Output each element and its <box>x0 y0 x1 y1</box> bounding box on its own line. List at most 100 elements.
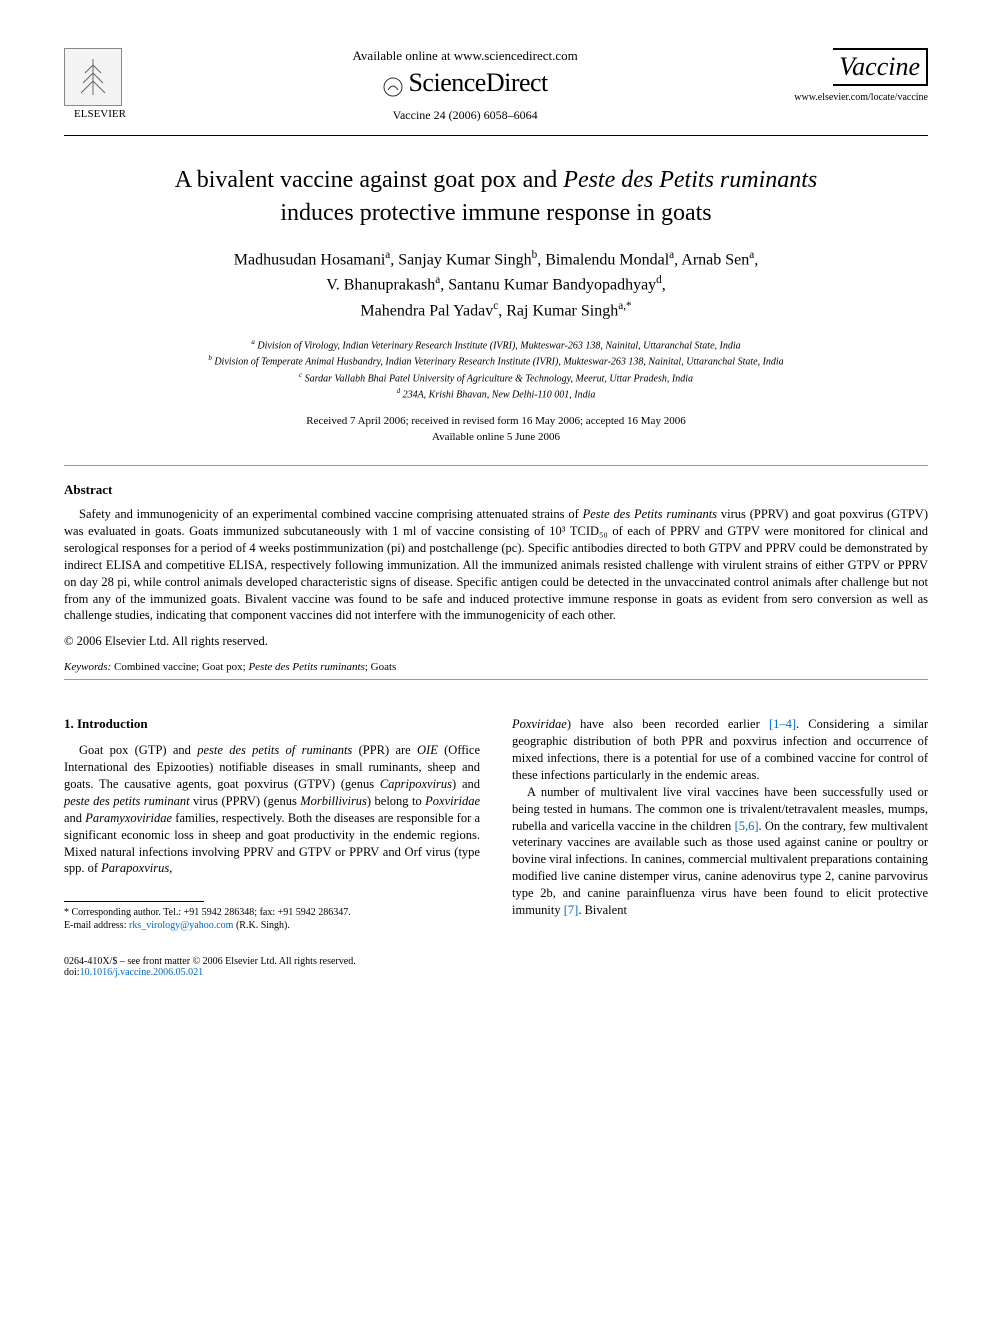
author-7: Mahendra Pal Yadav <box>360 302 493 319</box>
author-2-affil: b <box>532 249 538 261</box>
author-8: Raj Kumar Singh <box>506 302 618 319</box>
page-header: ELSEVIER Available online at www.science… <box>64 48 928 123</box>
doi-link[interactable]: 10.1016/j.vaccine.2006.05.021 <box>80 967 204 978</box>
available-online-text: Available online at www.sciencedirect.co… <box>136 48 794 64</box>
p1-t1: Goat pox (GTP) and <box>79 743 197 757</box>
header-center: Available online at www.sciencedirect.co… <box>136 48 794 123</box>
abstract-t1: Safety and immunogenicity of an experime… <box>79 507 583 521</box>
received-date: Received 7 April 2006; received in revis… <box>64 414 928 429</box>
page-footer: 0264-410X/$ – see front matter © 2006 El… <box>64 956 928 978</box>
author-5: V. Bhanuprakash <box>326 277 435 294</box>
p1-t16: Parapoxvirus <box>101 861 169 875</box>
abstract-t2: Peste des Petits ruminants <box>583 507 717 521</box>
footnote-rule <box>64 901 204 902</box>
authors-block: Madhusudan Hosamani a, Sanjay Kumar Singh… <box>64 247 928 323</box>
title-part-1: A bivalent vaccine against goat pox and <box>175 167 564 193</box>
author-8-corr: * <box>626 300 632 312</box>
intro-heading: 1. Introduction <box>64 716 480 732</box>
keywords-italic: Peste des Petits ruminants <box>248 661 364 673</box>
email-tail: (R.K. Singh). <box>233 920 289 931</box>
p2-t1: Poxviridae <box>512 717 567 731</box>
p1-t17: , <box>169 861 172 875</box>
p1-t6: Capripoxvirus <box>380 777 452 791</box>
affiliation-a-text: Division of Virology, Indian Veterinary … <box>257 340 740 351</box>
keywords-line: Keywords: Combined vaccine; Goat pox; Pe… <box>64 661 928 673</box>
affiliation-d-text: 234A, Krishi Bhavan, New Delhi-110 001, … <box>403 389 596 400</box>
vaccine-logo: Vaccine <box>833 48 928 86</box>
author-1: Madhusudan Hosamani <box>234 251 386 268</box>
ref-7[interactable]: [7] <box>564 903 579 917</box>
abstract-copyright: © 2006 Elsevier Ltd. All rights reserved… <box>64 634 928 649</box>
author-3: Bimalendu Mondal <box>545 251 669 268</box>
p1-t7: ) and <box>452 777 480 791</box>
title-italic: Peste des Petits ruminants <box>563 167 817 193</box>
keywords-label: Keywords: <box>64 661 111 673</box>
online-date: Available online 5 June 2006 <box>64 430 928 445</box>
email-label: E-mail address: <box>64 920 126 931</box>
p1-t9: virus (PPRV) (genus <box>190 794 301 808</box>
author-2: Sanjay Kumar Singh <box>398 251 531 268</box>
author-1-affil: a <box>385 249 390 261</box>
affiliation-c: c Sardar Vallabh Bhai Patel University o… <box>64 370 928 386</box>
right-column: Poxviridae) have also been recorded earl… <box>512 716 928 932</box>
author-6: Santanu Kumar Bandyopadhyay <box>448 277 656 294</box>
body-columns: 1. Introduction Goat pox (GTP) and peste… <box>64 716 928 932</box>
affiliation-d: d 234A, Krishi Bhavan, New Delhi-110 001… <box>64 386 928 402</box>
author-4-affil: a <box>749 249 754 261</box>
article-title: A bivalent vaccine against goat pox and … <box>64 164 928 229</box>
abstract-body: Safety and immunogenicity of an experime… <box>64 506 928 624</box>
intro-para-1: Goat pox (GTP) and peste des petits of r… <box>64 742 480 877</box>
doi-label: doi: <box>64 967 80 978</box>
p1-t14: Paramyxoviridae <box>85 811 172 825</box>
footer-copyright: 0264-410X/$ – see front matter © 2006 El… <box>64 956 928 967</box>
p1-t3: (PPR) are <box>352 743 417 757</box>
keywords-text-2: ; Goats <box>365 661 396 673</box>
vaccine-url: www.elsevier.com/locate/vaccine <box>794 92 928 103</box>
corresponding-author-note: * Corresponding author. Tel.: +91 5942 2… <box>64 906 480 932</box>
sciencedirect-logo: ScienceDirect <box>136 68 794 98</box>
author-3-affil: a <box>669 249 674 261</box>
p1-t10: Morbillivirus <box>300 794 367 808</box>
abstract-t3: virus (PPRV) and goat poxvirus (GTPV) wa… <box>64 507 928 622</box>
corr-author-text: * Corresponding author. Tel.: +91 5942 2… <box>64 906 480 919</box>
footer-doi-line: doi:10.1016/j.vaccine.2006.05.021 <box>64 967 928 978</box>
author-8-affil: a, <box>618 300 626 312</box>
author-4: Arnab Sen <box>681 251 749 268</box>
abstract-top-rule <box>64 465 928 466</box>
p1-t13: and <box>64 811 85 825</box>
abstract-heading: Abstract <box>64 482 928 498</box>
p1-t11: ) belong to <box>367 794 425 808</box>
elsevier-logo: ELSEVIER <box>64 48 136 120</box>
affiliation-b: b Division of Temperate Animal Husbandry… <box>64 353 928 369</box>
article-dates: Received 7 April 2006; received in revis… <box>64 414 928 445</box>
p1-t2: peste des petits of ruminants <box>197 743 352 757</box>
affiliation-b-text: Division of Temperate Animal Husbandry, … <box>214 357 783 368</box>
affiliation-c-text: Sardar Vallabh Bhai Patel University of … <box>305 373 693 384</box>
elsevier-label: ELSEVIER <box>64 108 136 120</box>
journal-citation: Vaccine 24 (2006) 6058–6064 <box>136 108 794 123</box>
p1-t12: Poxviridae <box>425 794 480 808</box>
affiliation-a: a Division of Virology, Indian Veterinar… <box>64 337 928 353</box>
author-5-affil: a <box>435 274 440 286</box>
affiliations-block: a Division of Virology, Indian Veterinar… <box>64 337 928 402</box>
p2-t2: ) have also been recorded earlier <box>567 717 769 731</box>
left-column: 1. Introduction Goat pox (GTP) and peste… <box>64 716 480 932</box>
p1-t8: peste des petits ruminant <box>64 794 190 808</box>
corr-email-line: E-mail address: rks_virology@yahoo.com (… <box>64 919 480 932</box>
elsevier-tree-icon <box>64 48 122 106</box>
author-7-affil: c <box>493 300 498 312</box>
sciencedirect-text: ScienceDirect <box>408 68 547 97</box>
ref-1-4[interactable]: [1–4] <box>769 717 796 731</box>
p1-t4: OIE <box>417 743 438 757</box>
abstract-bottom-rule <box>64 679 928 680</box>
keywords-text-1: Combined vaccine; Goat pox; <box>111 661 248 673</box>
author-6-affil: d <box>656 274 662 286</box>
vaccine-journal-block: Vaccine www.elsevier.com/locate/vaccine <box>794 48 928 103</box>
title-part-2: induces protective immune response in go… <box>280 200 711 226</box>
intro-para-2: Poxviridae) have also been recorded earl… <box>512 716 928 784</box>
intro-para-3: A number of multivalent live viral vacci… <box>512 784 928 919</box>
p3-t3: . Bivalent <box>578 903 627 917</box>
ref-5-6[interactable]: [5,6] <box>735 819 759 833</box>
header-rule <box>64 135 928 136</box>
corr-email[interactable]: rks_virology@yahoo.com <box>129 920 233 931</box>
